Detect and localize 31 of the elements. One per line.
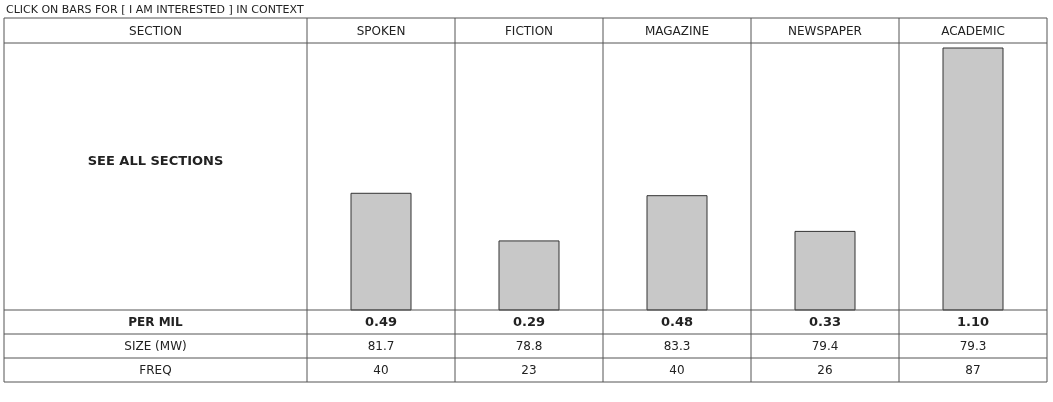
- text: 40: [669, 363, 685, 377]
- text: 26: [817, 363, 833, 377]
- text: FREQ: [139, 363, 172, 377]
- text: 87: [965, 363, 981, 377]
- text: 23: [521, 363, 537, 377]
- text: PER MIL: [128, 315, 184, 329]
- x-tick-label: MAGAZINE: [644, 24, 710, 38]
- data-label: 0.49: [364, 314, 398, 329]
- bar: [350, 192, 412, 311]
- text: CLICK ON BARS FOR [ I AM INTERESTED ] IN CONTEXT: [6, 3, 304, 16]
- text: SECTION: [129, 24, 182, 38]
- text: 79.4: [811, 339, 839, 353]
- data-label: 0.33: [808, 314, 842, 329]
- text: 81.7: [367, 339, 395, 353]
- data-label: 0.29: [512, 314, 546, 329]
- bar: [498, 240, 560, 311]
- text: 83.3: [663, 339, 691, 353]
- data-label: 0.48: [660, 314, 694, 329]
- text: SEE ALL SECTIONS: [87, 152, 224, 168]
- text: 40: [373, 363, 389, 377]
- bar: [794, 230, 856, 311]
- x-tick-label: NEWSPAPER: [788, 24, 862, 38]
- x-tick-label: SPOKEN: [356, 24, 406, 38]
- text: 78.8: [515, 339, 543, 353]
- data-label: 1.10: [956, 314, 990, 329]
- text: 79.3: [959, 339, 987, 353]
- text: SIZE (MW): [124, 339, 187, 353]
- x-tick-label: ACADEMIC: [941, 24, 1005, 38]
- bar: [942, 47, 1004, 311]
- bar: [646, 195, 708, 311]
- x-tick-label: FICTION: [504, 24, 554, 38]
